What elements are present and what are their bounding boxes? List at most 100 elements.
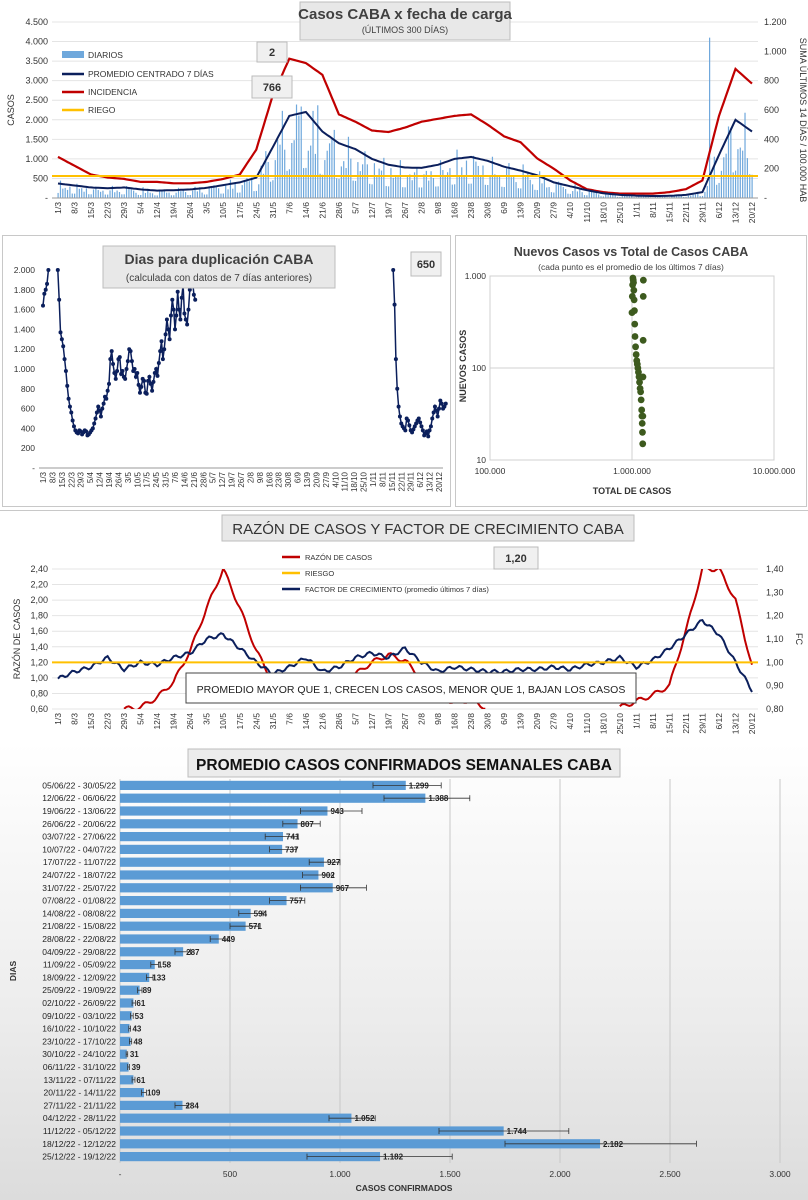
duplicacion-point xyxy=(182,311,187,316)
category-label: 21/08/22 - 15/08/22 xyxy=(42,921,116,931)
category-label: 14/08/22 - 08/08/22 xyxy=(42,908,116,918)
diarios-bar xyxy=(586,195,588,198)
diarios-bar xyxy=(579,187,581,198)
diarios-bar xyxy=(692,192,694,198)
x-tick-label: 29/3 xyxy=(77,471,86,487)
y-tick-label: 400 xyxy=(21,423,35,433)
bar-value-label: 737 xyxy=(285,845,299,854)
duplicacion-point xyxy=(167,337,172,342)
category-label: 06/11/22 - 31/10/22 xyxy=(43,1062,116,1072)
x-tick-label: 16/8 xyxy=(450,202,460,219)
x-tick-label: 11/10 xyxy=(341,471,350,491)
category-label: 20/11/22 - 14/11/22 xyxy=(44,1088,117,1098)
diarios-bar xyxy=(123,194,125,198)
duplicacion-point xyxy=(92,421,97,426)
diarios-bar xyxy=(567,193,569,198)
x-tick-label: 8/3 xyxy=(70,713,80,725)
diarios-bar xyxy=(380,170,383,198)
duplicacion-point xyxy=(71,424,76,429)
semanal-bar xyxy=(120,819,298,829)
diarios-bar xyxy=(602,196,604,198)
diarios-bar xyxy=(182,189,184,198)
x-tick-label: 1/11 xyxy=(631,713,641,729)
y-tick-label: 2.000 xyxy=(14,265,36,275)
semanal-bar xyxy=(120,831,284,842)
x-tick-label: 8/11 xyxy=(648,713,658,729)
x-tick-label: 2.000 xyxy=(549,1169,571,1179)
x-tick-label: 31/5 xyxy=(162,471,171,487)
y-tick-label: 1.500 xyxy=(25,134,48,144)
x-tick-label: 23/8 xyxy=(466,713,476,730)
legend-label: DIARIOS xyxy=(88,50,123,60)
y2-tick-label: 0,80 xyxy=(766,704,784,714)
semanal-bar xyxy=(120,780,406,791)
diarios-bar xyxy=(57,192,59,198)
x-tick-label: 6/9 xyxy=(294,471,303,483)
x-tick-label: 12/4 xyxy=(96,471,105,487)
diarios-bar xyxy=(232,188,234,198)
diarios-bar xyxy=(251,177,253,198)
semanal-bar xyxy=(120,844,283,855)
category-label: 07/08/22 - 01/08/22 xyxy=(42,896,116,906)
x-tick-label: 1/3 xyxy=(39,471,48,483)
diarios-bar xyxy=(253,191,255,198)
x-tick-label: 18/10 xyxy=(598,202,608,224)
x-tick-label: 19/4 xyxy=(169,713,179,730)
y-axis-label: NUEVOS CASOS xyxy=(458,330,468,403)
bar-value-label: 571 xyxy=(249,922,263,931)
callout-value: 650 xyxy=(417,259,435,271)
x-tick-label: 27/9 xyxy=(322,471,331,487)
duplicacion-point xyxy=(175,289,180,294)
diarios-bar xyxy=(128,187,130,198)
duplicacion-point xyxy=(186,307,191,312)
diarios-bar xyxy=(357,162,359,198)
diarios-bar xyxy=(305,167,307,198)
x-tick-label: 26/7 xyxy=(400,713,410,730)
diarios-bar xyxy=(81,188,83,198)
category-label: 18/09/22 - 12/09/22 xyxy=(42,972,116,982)
x-tick-label: 28/6 xyxy=(199,471,208,487)
diarios-bar xyxy=(97,190,99,198)
diarios-bar xyxy=(555,184,557,198)
diarios-bar xyxy=(265,151,267,198)
y-tick-label: 1,20 xyxy=(30,657,48,667)
diarios-bar xyxy=(258,184,260,198)
chart-title: RAZÓN DE CASOS Y FACTOR DE CRECIMIENTO C… xyxy=(232,521,623,538)
x-tick-label: 28/6 xyxy=(334,202,344,219)
diarios-bar xyxy=(607,194,609,198)
category-label: 26/06/22 - 20/06/22 xyxy=(42,819,116,829)
category-label: 03/07/22 - 27/06/22 xyxy=(42,832,116,842)
duplicacion-point xyxy=(411,427,416,432)
diarios-bar xyxy=(295,104,298,198)
diarios-bar xyxy=(664,196,666,198)
duplicacion-point xyxy=(163,332,168,337)
diarios-bar xyxy=(189,194,191,198)
duplicacion-point xyxy=(84,429,89,434)
bar-value-label: 1.052 xyxy=(354,1114,375,1123)
diarios-bar xyxy=(647,195,649,198)
diarios-bar xyxy=(319,173,321,198)
callout-box xyxy=(493,546,539,570)
category-label: 27/11/22 - 21/11/22 xyxy=(44,1100,117,1110)
x-tick-label: 6/12 xyxy=(714,202,724,219)
diarios-bar xyxy=(524,175,527,198)
duplicacion-point xyxy=(115,368,120,373)
diarios-bar xyxy=(286,170,288,198)
diarios-bar xyxy=(546,187,548,198)
diarios-bar xyxy=(166,192,168,198)
category-label: 11/12/22 - 05/12/22 xyxy=(43,1126,116,1136)
x-tick-label: 29/11 xyxy=(697,202,707,223)
diarios-bar xyxy=(116,190,118,198)
bar-value-label: 133 xyxy=(152,973,166,982)
duplicacion-point xyxy=(443,401,448,406)
duplicacion-point xyxy=(154,367,159,371)
x-tick-label: 11/10 xyxy=(582,713,592,734)
bar-value-label: 449 xyxy=(222,935,236,944)
diarios-bar xyxy=(416,168,418,198)
duplicacion-point xyxy=(427,428,432,433)
diarios-bar xyxy=(749,174,751,198)
diarios-bar xyxy=(288,169,291,198)
diarios-bar xyxy=(449,168,451,198)
x-tick-label: 1.000 xyxy=(329,1169,351,1179)
duplicacion-point xyxy=(104,396,109,401)
